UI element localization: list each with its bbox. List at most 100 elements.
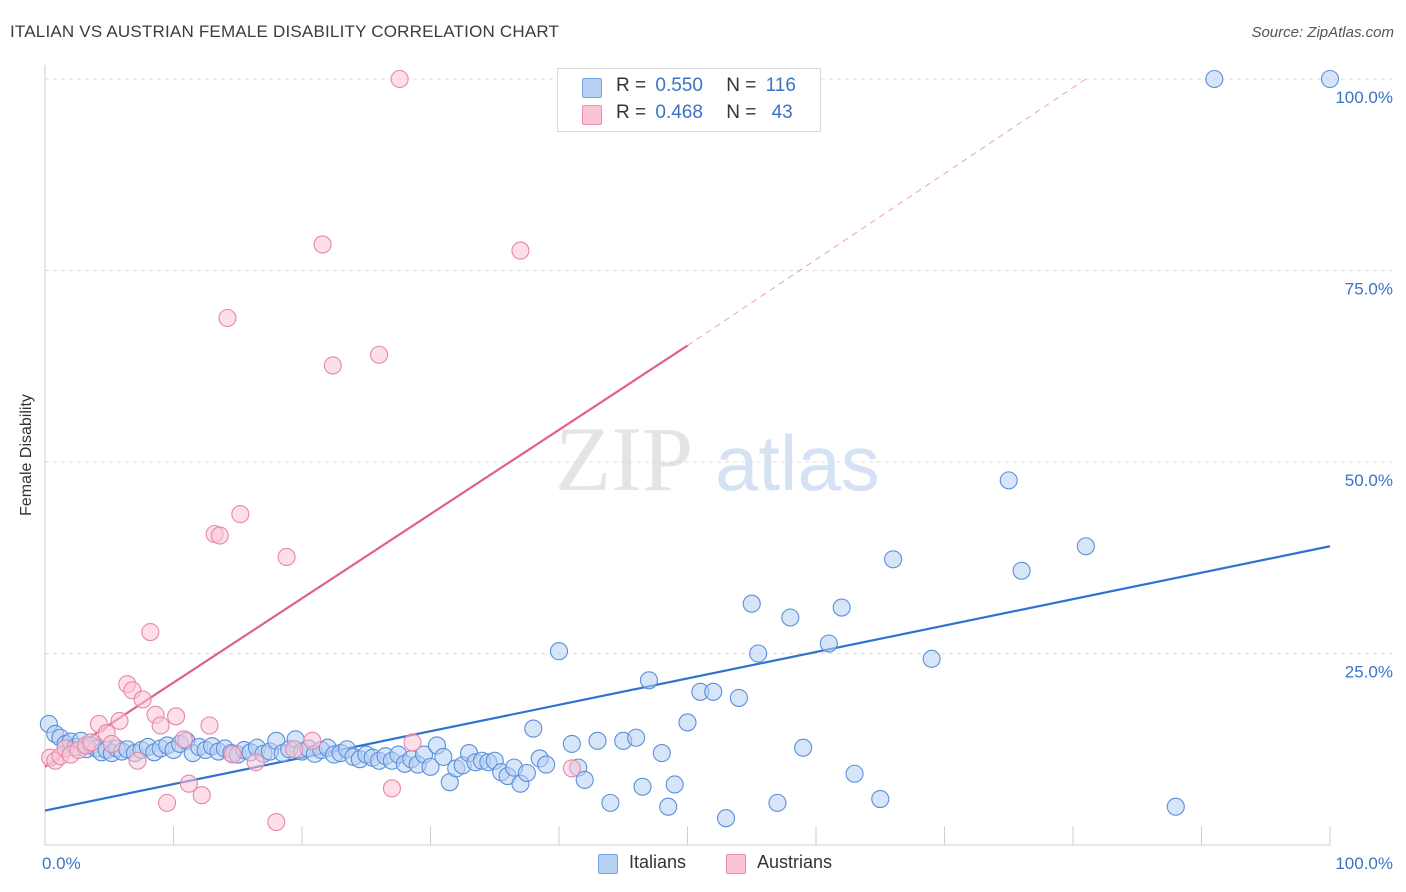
- data-point: [1076, 537, 1095, 556]
- data-point: [511, 241, 530, 260]
- data-point: [652, 744, 671, 763]
- data-point: [781, 608, 800, 627]
- data-point: [223, 745, 242, 764]
- data-point: [158, 793, 177, 812]
- data-point: [639, 671, 659, 690]
- data-point: [403, 733, 422, 752]
- data-point: [729, 688, 748, 707]
- legend-n-value: 116: [765, 75, 796, 96]
- x-tick-label: 100.0%: [1335, 854, 1393, 873]
- legend-label-austrians: Austrians: [757, 852, 833, 872]
- data-point: [231, 505, 250, 524]
- y-tick-label: 50.0%: [1345, 471, 1393, 490]
- data-point: [192, 786, 211, 805]
- data-point: [768, 793, 787, 812]
- legend-n-label: N =: [726, 102, 757, 123]
- data-point: [277, 547, 296, 567]
- data-point: [218, 308, 237, 328]
- legend-swatch-austrians: [582, 105, 602, 125]
- data-point: [749, 644, 768, 663]
- correlation-legend: R = 0.550 N = 116 R = 0.468 N = 43: [557, 68, 821, 132]
- data-point: [704, 682, 723, 701]
- data-point: [102, 734, 121, 753]
- y-tick-label: 25.0%: [1345, 663, 1393, 682]
- legend-r-value: 0.550: [655, 75, 703, 96]
- data-point: [141, 623, 160, 642]
- data-point: [537, 755, 556, 774]
- data-point: [174, 730, 193, 749]
- legend-swatch-austrians: [726, 854, 746, 874]
- data-point: [434, 747, 453, 766]
- legend-swatch-italians: [598, 854, 618, 874]
- legend-label-italians: Italians: [629, 852, 687, 872]
- data-point: [832, 598, 851, 617]
- data-point: [128, 751, 147, 770]
- data-point: [370, 345, 389, 364]
- data-point: [716, 809, 736, 828]
- legend-n-value: 43: [771, 102, 793, 123]
- data-point: [871, 789, 890, 809]
- chart-title: ITALIAN VS AUSTRIAN FEMALE DISABILITY CO…: [10, 22, 560, 41]
- data-point: [167, 707, 186, 726]
- data-point: [285, 740, 304, 759]
- y-tick-label: 75.0%: [1345, 280, 1393, 299]
- data-point: [922, 649, 941, 668]
- y-tick-label: 100.0%: [1335, 88, 1393, 107]
- data-point: [313, 235, 332, 254]
- legend-swatch-italians: [582, 78, 602, 98]
- data-point: [517, 763, 536, 783]
- data-point: [794, 738, 813, 757]
- legend-r-value: 0.468: [655, 102, 703, 123]
- trend-extension-austrians: [687, 78, 1087, 346]
- data-point: [323, 356, 342, 375]
- legend-r-label: R =: [616, 75, 647, 96]
- data-point: [1012, 561, 1031, 580]
- data-point: [210, 526, 229, 545]
- data-point: [633, 777, 652, 796]
- data-point: [665, 775, 684, 794]
- data-point: [382, 779, 402, 798]
- data-point: [678, 713, 697, 732]
- watermark: ZIP atlas: [555, 408, 880, 510]
- data-point: [267, 812, 286, 832]
- data-point: [659, 797, 678, 816]
- data-point: [110, 711, 129, 730]
- data-point: [627, 728, 646, 747]
- x-tick-label: 0.0%: [42, 854, 81, 873]
- axes: [44, 65, 1331, 846]
- data-point: [246, 753, 265, 772]
- data-point: [562, 734, 581, 753]
- data-point: [562, 759, 581, 778]
- data-point: [133, 690, 152, 709]
- data-point: [421, 757, 440, 776]
- data-point: [742, 594, 761, 613]
- data-points: [39, 69, 1340, 832]
- data-point: [1166, 797, 1185, 816]
- watermark-zip: ZIP: [555, 408, 693, 510]
- data-point: [390, 69, 409, 89]
- tick-labels: 25.0% 50.0% 75.0% 100.0% 0.0% 100.0%: [42, 88, 1393, 873]
- data-point: [179, 774, 198, 793]
- watermark-atlas: atlas: [715, 419, 880, 507]
- data-point: [1205, 69, 1224, 89]
- legend-r-label: R =: [616, 102, 647, 123]
- data-point: [845, 764, 864, 783]
- data-point: [588, 731, 607, 750]
- trend-line-austrians: [44, 344, 689, 768]
- data-point: [303, 731, 322, 750]
- data-point: [819, 634, 838, 653]
- source-label[interactable]: Source: ZipAtlas.com: [1251, 24, 1394, 41]
- data-point: [524, 719, 543, 738]
- series-austrians: [41, 69, 581, 832]
- data-point: [575, 770, 594, 789]
- grid-lines: [45, 78, 1392, 654]
- data-point: [549, 642, 569, 661]
- data-point: [151, 716, 170, 735]
- trend-line-italians: [44, 545, 1331, 812]
- data-point: [1320, 69, 1340, 89]
- data-point: [601, 793, 620, 812]
- data-point: [884, 550, 903, 569]
- data-point: [999, 471, 1018, 490]
- legend-n-label: N =: [726, 75, 757, 96]
